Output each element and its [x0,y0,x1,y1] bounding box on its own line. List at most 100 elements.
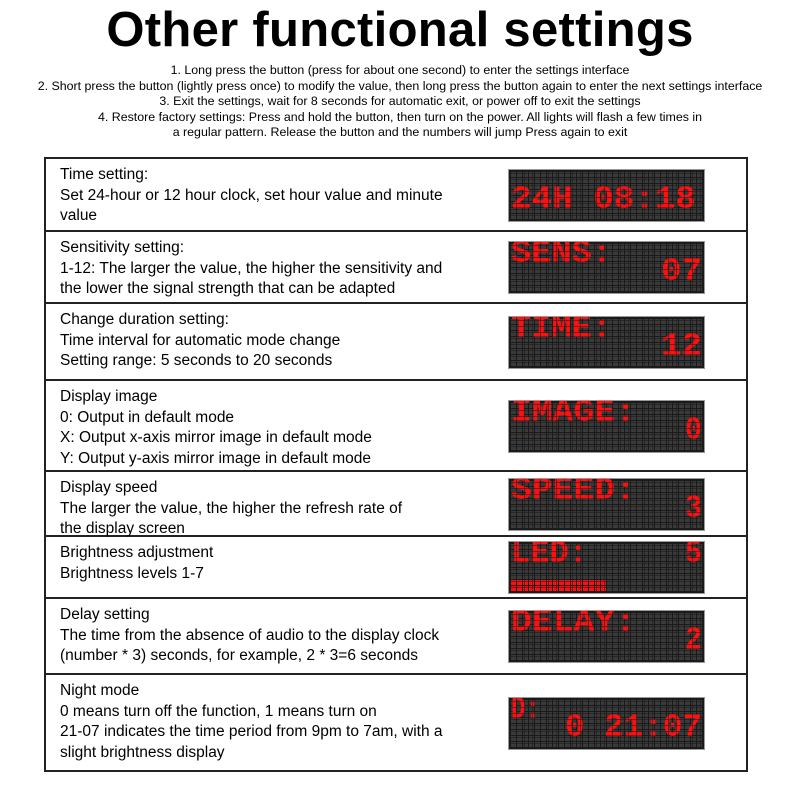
led-pixel [667,438,672,444]
led-pixel [625,438,630,444]
led-pixel [679,574,684,579]
led-pixel [595,562,600,567]
led-pixel [559,705,564,711]
led-pixel [553,274,558,279]
led-pixel [577,348,582,354]
led-pixel [637,274,642,279]
led-pixel [565,280,570,285]
setting-row: Delay setting The time from the absence o… [46,599,746,675]
led-pixel [559,649,564,654]
led-pixel [649,580,654,585]
led-pixel [535,432,540,438]
led-pixel [649,408,654,414]
led-pixel [553,711,558,717]
led-pixel [595,171,600,177]
led-pixel [613,438,618,444]
led-pixel [637,544,642,549]
led-pixel [523,432,528,438]
led-pixel [655,432,660,438]
led-pixel [511,522,516,528]
led-pixel [553,280,558,285]
led-pixel [643,649,648,654]
led-pixel [577,516,582,522]
led-pixel [529,516,534,522]
led-pixel [565,510,570,516]
led-pixel [565,522,570,528]
led-pixel [559,444,564,450]
led-pixel [541,699,546,705]
led-pixel [643,637,648,642]
brightness-bar-pixel [517,586,522,591]
led-pixel [643,544,648,549]
led-pixel [679,498,684,504]
led-pixel [697,189,702,195]
led-display-text: 07 [661,254,702,290]
led-pixel [625,522,630,528]
led-pixel [565,444,570,450]
led-pixel [679,544,684,549]
led-pixel [595,354,600,360]
led-pixel [655,444,660,450]
led-pixel [553,438,558,444]
led-pixel [547,348,552,354]
led-pixel [619,250,624,255]
led-pixel [595,522,600,528]
led-pixel [625,432,630,438]
led-pixel [529,741,534,747]
led-pixel [565,699,570,705]
led-pixel [619,438,624,444]
led-display-text: 24H 08:18 [511,182,696,218]
led-pixel [649,420,654,426]
setting-row: Brightness adjustment Brightness levels 1… [46,537,746,599]
led-pixel [691,613,696,618]
led-pixel [655,522,660,528]
led-display-text: DELAY: [511,610,636,641]
setting-text: (number * 3) seconds, for example, 2 * 3… [60,647,418,664]
led-pixel [625,324,630,330]
led-pixel [535,360,540,366]
led-pixel [643,625,648,630]
led-pixel [649,274,654,279]
led-pixel [667,550,672,555]
led-pixel [529,655,534,660]
led-pixel [529,354,534,360]
led-pixel [631,354,636,360]
led-pixel [643,492,648,498]
led-pixel [697,586,702,591]
led-pixel [559,522,564,528]
led-pixel [643,402,648,408]
led-pixel [613,268,618,273]
led-pixel [631,360,636,366]
led-pixel [583,510,588,516]
setting-text: 0 means turn off the function, 1 means t… [60,702,377,720]
led-pixel [619,256,624,261]
led-pixel [595,510,600,516]
led-matrix-display: D: 0 21:07 [508,696,705,750]
led-pixel [673,444,678,450]
led-pixel [691,402,696,408]
led-pixel [613,516,618,522]
led-pixel [535,649,540,654]
led-pixel [535,574,540,579]
led-pixel [679,586,684,591]
led-pixel [655,637,660,642]
led-pixel [655,586,660,591]
led-pixel [631,586,636,591]
led-pixel [613,348,618,354]
led-pixel [577,574,582,579]
led-pixel [673,643,678,648]
led-pixel [643,336,648,342]
led-pixel [673,556,678,561]
led-pixel [661,171,666,177]
led-pixel [631,250,636,255]
led-pixel [613,643,618,648]
led-pixel [523,444,528,450]
led-pixel [637,613,642,618]
setting-text: 21-07 indicates the time period from 9pm… [60,723,443,740]
led-pixel [517,649,522,654]
led-pixel [529,574,534,579]
led-pixel [541,649,546,654]
led-pixel [625,580,630,585]
led-pixel [691,480,696,486]
led-pixel [607,432,612,438]
